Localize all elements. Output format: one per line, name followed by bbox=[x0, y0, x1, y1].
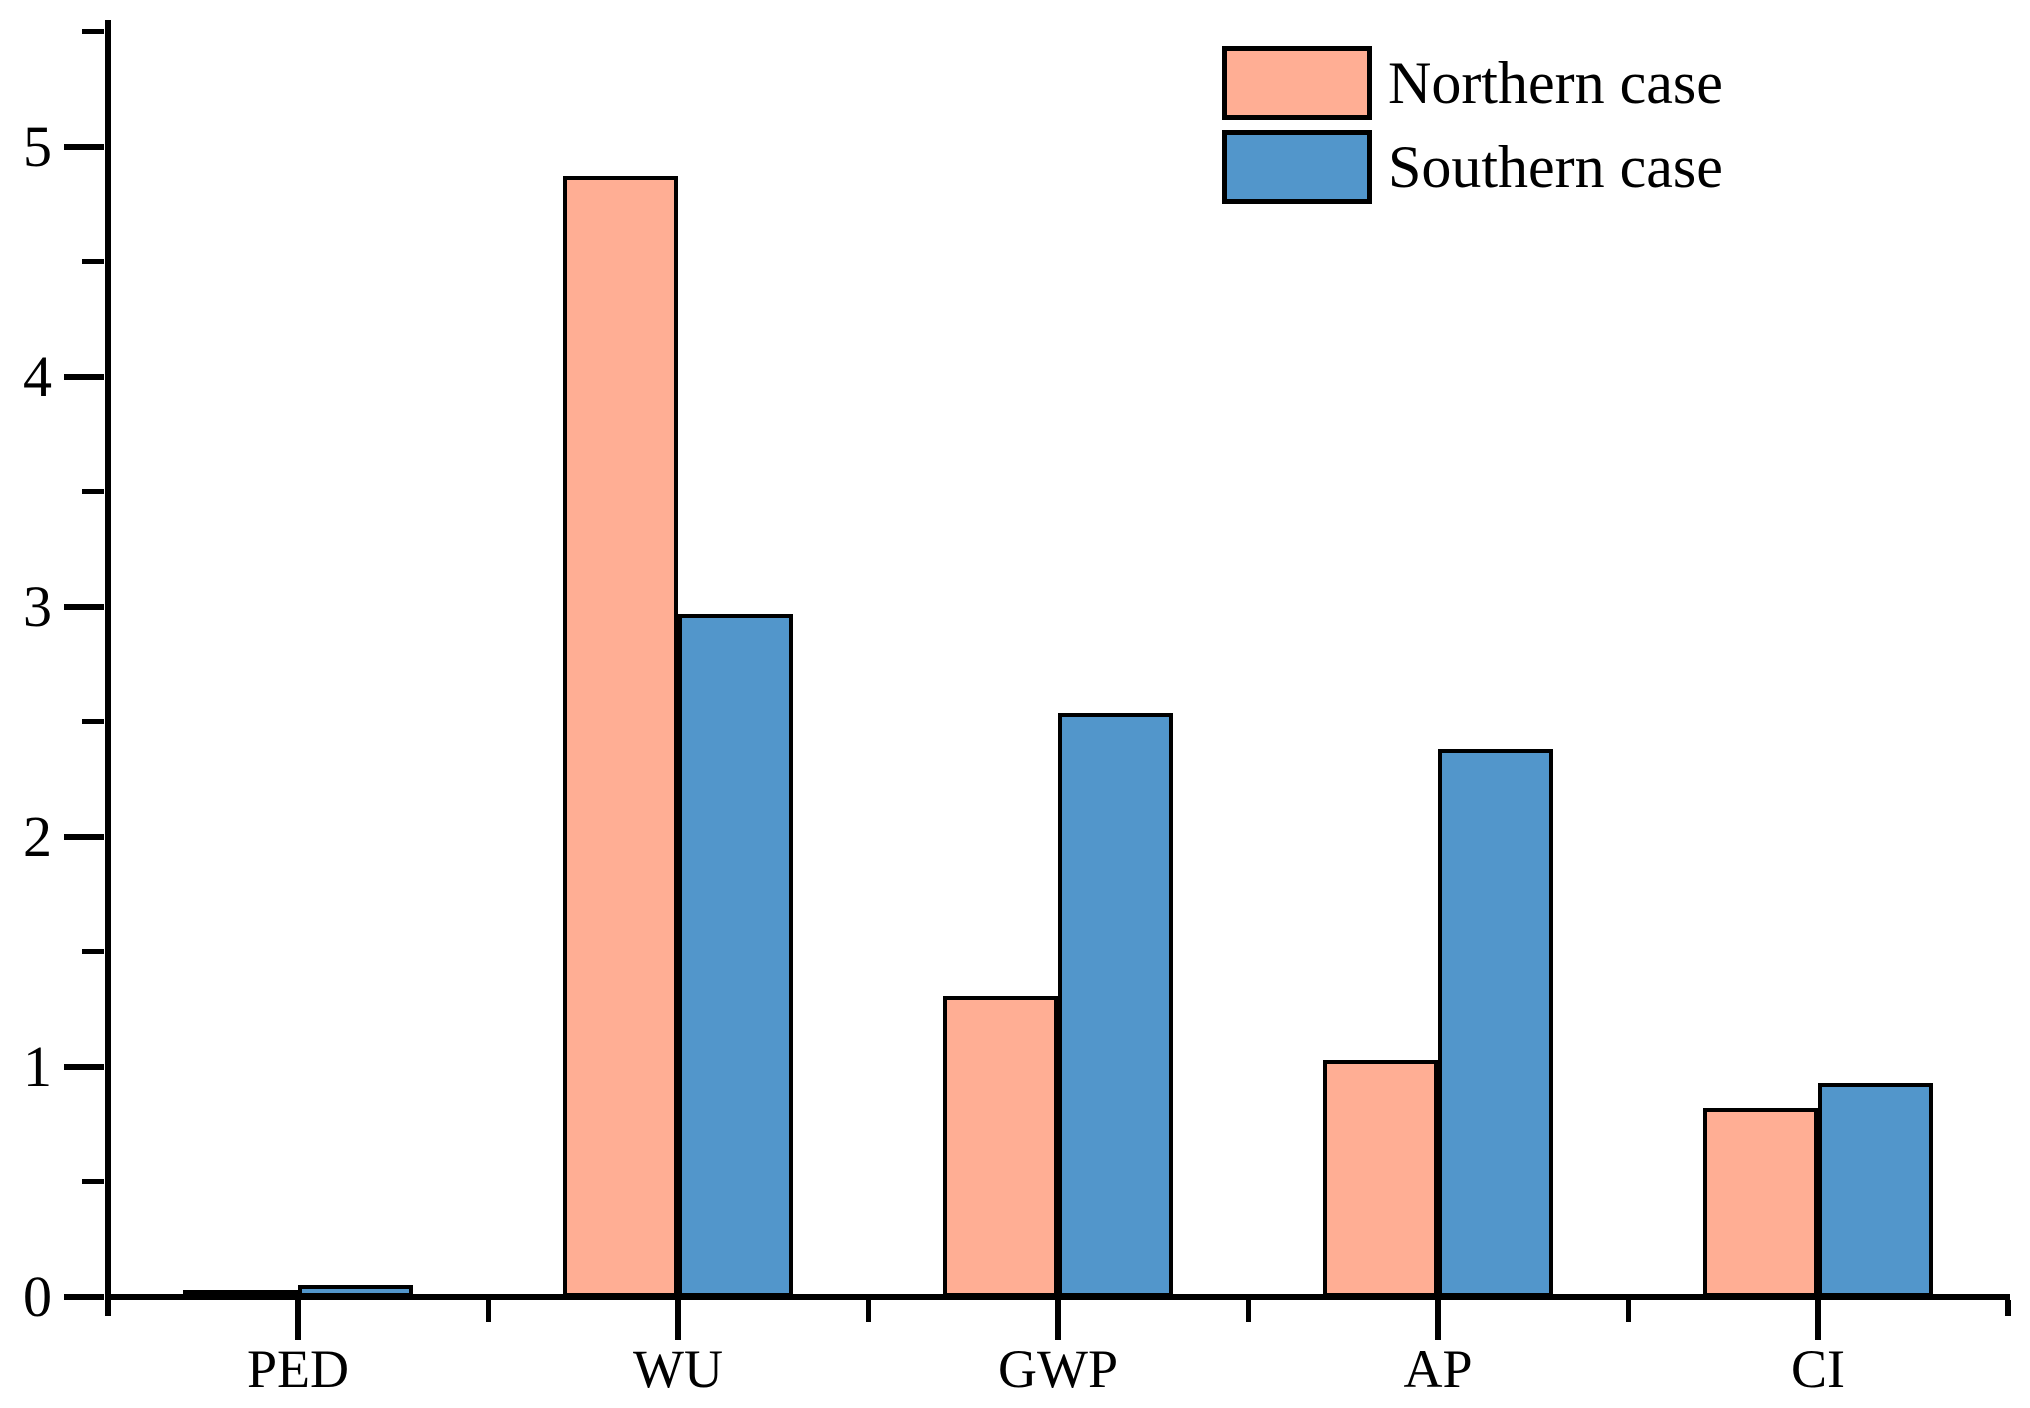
y-tick-label: 2 bbox=[23, 803, 52, 869]
y-minor-tick bbox=[82, 949, 104, 955]
bar-ci-southern bbox=[1818, 1083, 1933, 1297]
x-minor-tick bbox=[1625, 1300, 1631, 1322]
x-axis-line bbox=[105, 1294, 2010, 1300]
x-category-label: CI bbox=[1791, 1339, 1845, 1399]
y-tick-label: 5 bbox=[23, 113, 52, 179]
x-axis-end-tick bbox=[105, 1300, 111, 1316]
y-major-tick bbox=[64, 373, 104, 380]
x-minor-tick bbox=[1245, 1300, 1251, 1322]
y-tick-label: 1 bbox=[23, 1033, 52, 1099]
bar-gwp-southern bbox=[1058, 712, 1173, 1297]
y-minor-tick bbox=[82, 29, 104, 34]
legend-label-northern: Northern case bbox=[1388, 50, 1723, 116]
y-minor-tick bbox=[82, 259, 104, 265]
y-major-tick bbox=[64, 833, 104, 840]
bar-wu-southern bbox=[678, 613, 793, 1297]
x-category-label: AP bbox=[1403, 1339, 1473, 1399]
y-minor-tick bbox=[82, 719, 104, 725]
bar-ci-northern bbox=[1703, 1108, 1818, 1297]
y-minor-tick bbox=[82, 489, 104, 495]
x-major-tick bbox=[1435, 1300, 1441, 1340]
y-major-tick bbox=[64, 1294, 104, 1300]
x-major-tick bbox=[1055, 1300, 1061, 1340]
bar-gwp-northern bbox=[943, 995, 1058, 1297]
legend-label-southern: Southern case bbox=[1388, 134, 1723, 200]
x-major-tick bbox=[1815, 1300, 1821, 1340]
y-minor-tick bbox=[82, 1179, 104, 1185]
y-tick-label: 4 bbox=[23, 343, 52, 409]
x-major-tick bbox=[675, 1300, 681, 1340]
legend-item-southern: Southern case bbox=[1222, 130, 1723, 204]
x-category-label: WU bbox=[633, 1339, 723, 1399]
x-category-label: GWP bbox=[998, 1339, 1118, 1399]
y-major-tick bbox=[64, 603, 104, 610]
x-category-label: PED bbox=[246, 1339, 350, 1399]
legend: Northern case Southern case bbox=[1222, 46, 1723, 204]
x-minor-tick bbox=[865, 1300, 871, 1322]
bar-ap-southern bbox=[1438, 749, 1553, 1297]
legend-swatch-southern bbox=[1222, 130, 1372, 204]
x-axis-end-tick bbox=[2005, 1300, 2011, 1316]
legend-item-northern: Northern case bbox=[1222, 46, 1723, 120]
y-tick-label: 0 bbox=[23, 1264, 52, 1329]
legend-swatch-northern bbox=[1222, 46, 1372, 120]
bar-ped-northern bbox=[183, 1290, 298, 1299]
bar-ap-northern bbox=[1323, 1060, 1438, 1297]
x-major-tick bbox=[295, 1300, 301, 1340]
x-minor-tick bbox=[485, 1300, 491, 1322]
bar-ped-southern bbox=[298, 1285, 413, 1297]
y-tick-label: 3 bbox=[23, 573, 52, 639]
y-major-tick bbox=[64, 143, 104, 150]
y-axis-line bbox=[105, 20, 111, 1312]
y-major-tick bbox=[64, 1063, 104, 1070]
bar-wu-northern bbox=[563, 176, 678, 1297]
